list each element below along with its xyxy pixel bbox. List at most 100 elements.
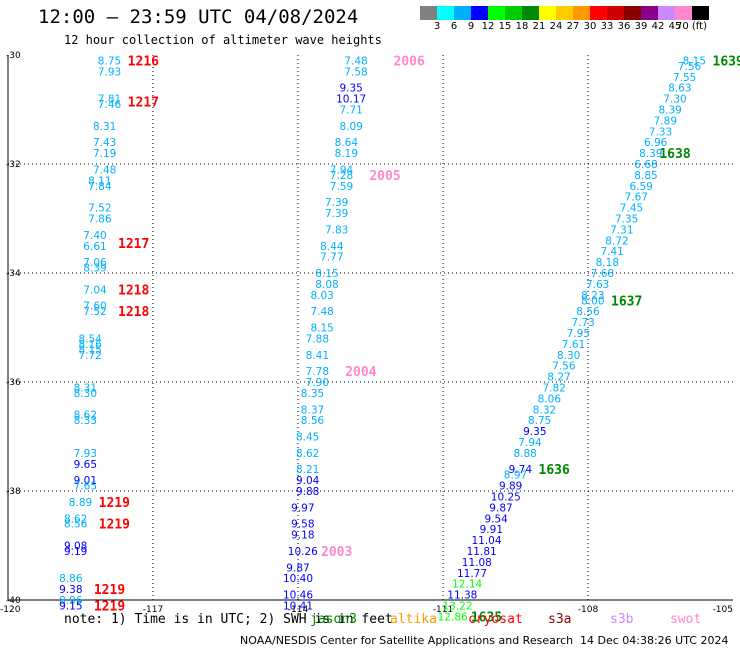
wave-height-value: 8.32 xyxy=(533,404,556,416)
wave-height-value: 8.54 xyxy=(78,333,102,345)
wave-height-value: 7.94 xyxy=(330,164,354,176)
wave-height-value: 8.33 xyxy=(74,415,97,427)
color-swatch xyxy=(420,6,437,20)
color-swatch xyxy=(522,6,539,20)
color-scale-label: 6 xyxy=(450,21,458,32)
x-tick-label: -105 xyxy=(713,605,733,615)
satellite-altika: altika xyxy=(390,612,437,627)
wave-height-value: 6.61 xyxy=(83,241,106,253)
pass-number-label: 1218 xyxy=(118,305,149,320)
wave-height-value: 7.65 xyxy=(74,481,97,493)
wave-height-value: 11.04 xyxy=(471,535,501,547)
wave-height-value: 7.28 xyxy=(330,170,353,182)
y-tick-label: -36 xyxy=(6,378,21,388)
satellite-cryosat: cryosat xyxy=(468,612,523,627)
wave-height-value: 7.68 xyxy=(591,268,614,280)
color-swatch xyxy=(556,6,573,20)
pass-number-label: 1638 xyxy=(659,147,690,162)
wave-height-value: 8.09 xyxy=(339,121,362,133)
color-scale-bar xyxy=(420,6,709,20)
y-tick-label: -38 xyxy=(6,487,21,497)
wave-height-value: 11.77 xyxy=(457,568,487,580)
wave-height-value: 8.39 xyxy=(83,263,106,275)
wave-height-value: 9.15 xyxy=(59,600,82,612)
wave-height-value: 7.43 xyxy=(93,137,116,149)
wave-height-value: 7.48 xyxy=(93,164,116,176)
color-scale-label: 33 xyxy=(600,21,614,32)
wave-height-value: 8.15 xyxy=(683,55,706,67)
plot-grid xyxy=(8,55,733,600)
wave-height-value: 8.31 xyxy=(74,382,97,394)
wave-height-value: 7.84 xyxy=(88,181,112,193)
note-text: note: 1) Time is in UTC; 2) SWH is in fe… xyxy=(64,612,393,627)
wave-height-value: 7.55 xyxy=(673,72,696,84)
wave-height-value: 8.15 xyxy=(315,268,338,280)
wave-height-value: 9.54 xyxy=(484,513,508,525)
y-tick-label: -34 xyxy=(6,269,21,279)
wave-height-value: 7.39 xyxy=(325,208,348,220)
wave-height-value: 8.63 xyxy=(668,83,691,95)
color-scale-label: 21 xyxy=(532,21,546,32)
wave-height-value: 11.38 xyxy=(447,590,477,602)
color-scale-label: 70 (ft) xyxy=(676,21,707,32)
wave-height-value: 6.59 xyxy=(629,181,652,193)
x-tick-label: -117 xyxy=(143,605,163,615)
axis-ticks: -30 -32 -34 -36 -38 -40-120 -117 -114 -111 -108 -1… xyxy=(0,51,733,615)
wave-height-value: 8.37 xyxy=(301,404,324,416)
color-swatch xyxy=(641,6,658,20)
color-swatch xyxy=(539,6,556,20)
wave-height-value: 8.35 xyxy=(301,388,324,400)
color-swatch xyxy=(471,6,488,20)
pass-number-label: 1218 xyxy=(118,283,149,298)
wave-height-value: 7.95 xyxy=(567,328,590,340)
color-scale-label: 36 xyxy=(617,21,631,32)
credit-text: NOAA/NESDIS Center for Satellite Applica… xyxy=(240,634,574,647)
pass-number-label: 2006 xyxy=(394,54,425,69)
color-swatch xyxy=(573,6,590,20)
color-scale-label: 42 xyxy=(651,21,665,32)
wave-height-value: 7.78 xyxy=(306,366,329,378)
wave-height-value: 9.19 xyxy=(64,546,87,558)
wave-height-value: 7.88 xyxy=(306,333,329,345)
wave-height-value: 8.97 xyxy=(504,470,527,482)
wave-height-value: 7.04 xyxy=(83,284,107,296)
wave-height-value: 8.72 xyxy=(605,235,628,247)
wave-height-value: 8.30 xyxy=(74,388,97,400)
wave-height-value: 7.77 xyxy=(320,252,343,264)
wave-height-value: 7.93 xyxy=(74,448,97,460)
color-scale-label: 45 xyxy=(668,21,682,32)
y-tick-label: -30 xyxy=(6,51,21,61)
pass-number-label: 2003 xyxy=(321,545,352,560)
wave-height-value: 9.38 xyxy=(59,584,82,596)
wave-height-value: 7.39 xyxy=(325,197,348,209)
wave-height-value: 10.41 xyxy=(283,600,313,612)
color-swatch xyxy=(624,6,641,20)
color-swatch xyxy=(488,6,505,20)
wave-height-value: 7.71 xyxy=(339,105,362,117)
wave-height-value: 9.01 xyxy=(74,475,97,487)
satellite-s3b: s3b xyxy=(610,612,634,627)
wave-height-value: 8.08 xyxy=(315,279,338,291)
wave-height-value: 8.23 xyxy=(581,290,604,302)
wave-height-value: 7.33 xyxy=(649,126,672,138)
wave-height-value: 8.15 xyxy=(78,344,101,356)
wave-height-value: 9.91 xyxy=(480,524,503,536)
color-swatch xyxy=(454,6,471,20)
wave-height-value: 9.97 xyxy=(291,502,314,514)
wave-height-value: 9.87 xyxy=(489,502,512,514)
wave-height-value: 7.90 xyxy=(306,377,329,389)
wave-height-value: 7.94 xyxy=(518,437,542,449)
wave-height-value: 10.17 xyxy=(336,94,366,106)
wave-height-value: 8.89 xyxy=(69,497,92,509)
wave-height-value: 8.44 xyxy=(320,241,344,253)
color-swatch xyxy=(590,6,607,20)
pass-number-label: 2005 xyxy=(369,169,400,184)
wave-height-value: 7.93 xyxy=(98,66,121,78)
pass-number-label: 1219 xyxy=(94,599,125,614)
color-swatch xyxy=(675,6,692,20)
wave-height-value: 8.75 xyxy=(98,55,121,67)
wave-height-value: 8.86 xyxy=(59,573,83,585)
pass-number-label: 1217 xyxy=(118,237,149,252)
color-swatch xyxy=(692,6,709,20)
x-tick-label: -108 xyxy=(578,605,599,615)
